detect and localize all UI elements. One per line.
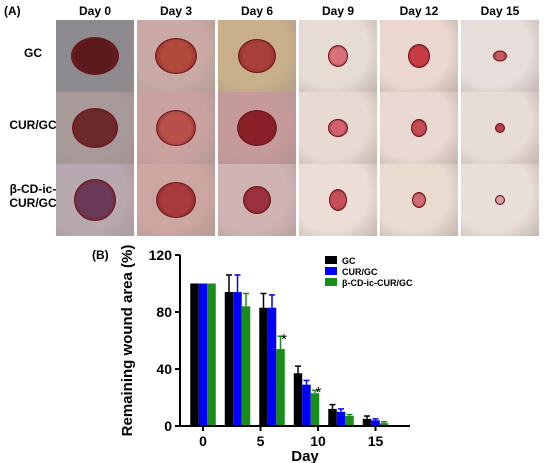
bar [267, 307, 277, 426]
x-tick-label: 5 [257, 433, 265, 449]
wound-photo [461, 164, 539, 236]
legend-label: β-CD-ic-CUR/GC [342, 278, 413, 288]
legend-label: CUR/GC [342, 267, 378, 277]
wound-photo [218, 20, 296, 92]
bar [259, 307, 268, 426]
wound-photo [380, 164, 458, 236]
wound-photo [461, 20, 539, 92]
bar [371, 420, 380, 426]
wound-spot [329, 189, 347, 211]
wound-spot [493, 50, 507, 62]
wound-spot [328, 119, 348, 137]
wound-spot [156, 182, 196, 218]
wound-spot [238, 39, 276, 73]
wound-photo [299, 92, 377, 164]
y-tick-label: 120 [149, 247, 173, 263]
x-tick-label: 0 [199, 433, 207, 449]
wound-spot [408, 44, 430, 68]
bar [276, 349, 285, 426]
row-label-cur-gc: CUR/GC [9, 118, 57, 132]
day-header-12: Day 12 [399, 4, 439, 18]
bar [224, 292, 234, 426]
wound-spot [243, 186, 271, 214]
bar [198, 283, 208, 426]
wound-spot [72, 108, 118, 148]
wound-photo [137, 20, 215, 92]
wound-spot [74, 179, 116, 221]
wound-spot [495, 195, 505, 205]
significance-marker: * [281, 331, 287, 348]
bar [293, 373, 303, 426]
bar [336, 411, 346, 426]
legend-swatch [325, 256, 337, 264]
y-tick-label: 40 [156, 361, 172, 377]
panel-b-label: (B) [92, 248, 109, 262]
row-label-gc: GC [24, 46, 42, 60]
wound-spot [155, 38, 197, 74]
x-tick-label: 10 [310, 433, 326, 449]
x-tick-label: 15 [368, 433, 384, 449]
bar [302, 384, 311, 426]
y-tick-label: 0 [164, 418, 172, 434]
wound-photo [299, 164, 377, 236]
wound-spot [71, 37, 119, 75]
wound-spot [411, 119, 427, 137]
wound-spot [495, 123, 505, 133]
wound-photo [299, 20, 377, 92]
wound-spot [412, 192, 426, 208]
y-tick-label: 80 [156, 304, 172, 320]
day-header-6: Day 6 [240, 4, 274, 18]
legend-swatch [325, 267, 337, 275]
day-header-15: Day 15 [480, 4, 520, 18]
wound-photo [56, 92, 134, 164]
bar [207, 283, 216, 426]
wound-photo [56, 20, 134, 92]
bar [233, 292, 242, 426]
wound-photo [380, 92, 458, 164]
wound-photo [218, 164, 296, 236]
day-header-9: Day 9 [321, 4, 355, 18]
wound-photo [218, 92, 296, 164]
bar [241, 306, 251, 426]
bar [328, 408, 337, 426]
bar [310, 393, 320, 426]
day-header-0: Day 0 [78, 4, 112, 18]
wound-spot [156, 110, 196, 146]
wound-spot [237, 110, 277, 146]
wound-photo [137, 164, 215, 236]
wound-area-bar-chart: 0 40 80 120 0 5 10 15 Day Remaining wound area (%… [119, 245, 413, 463]
x-axis-label: Day [291, 448, 319, 463]
wound-photo [380, 20, 458, 92]
legend-swatch [325, 278, 337, 286]
bar [190, 283, 199, 426]
row-label-bcd-cur-gc: β-CD-ic-CUR/GC [9, 182, 57, 210]
y-axis-label: Remaining wound area (%) [119, 245, 136, 437]
bar [379, 423, 389, 426]
legend-label: GC [342, 256, 356, 266]
significance-marker: * [316, 384, 322, 401]
day-header-3: Day 3 [159, 4, 193, 18]
panel-a-label: (A) [4, 4, 21, 18]
wound-spot [328, 45, 348, 67]
bar [345, 416, 354, 426]
wound-photo [137, 92, 215, 164]
wound-photo [461, 92, 539, 164]
bar [362, 418, 372, 426]
wound-photo [56, 164, 134, 236]
